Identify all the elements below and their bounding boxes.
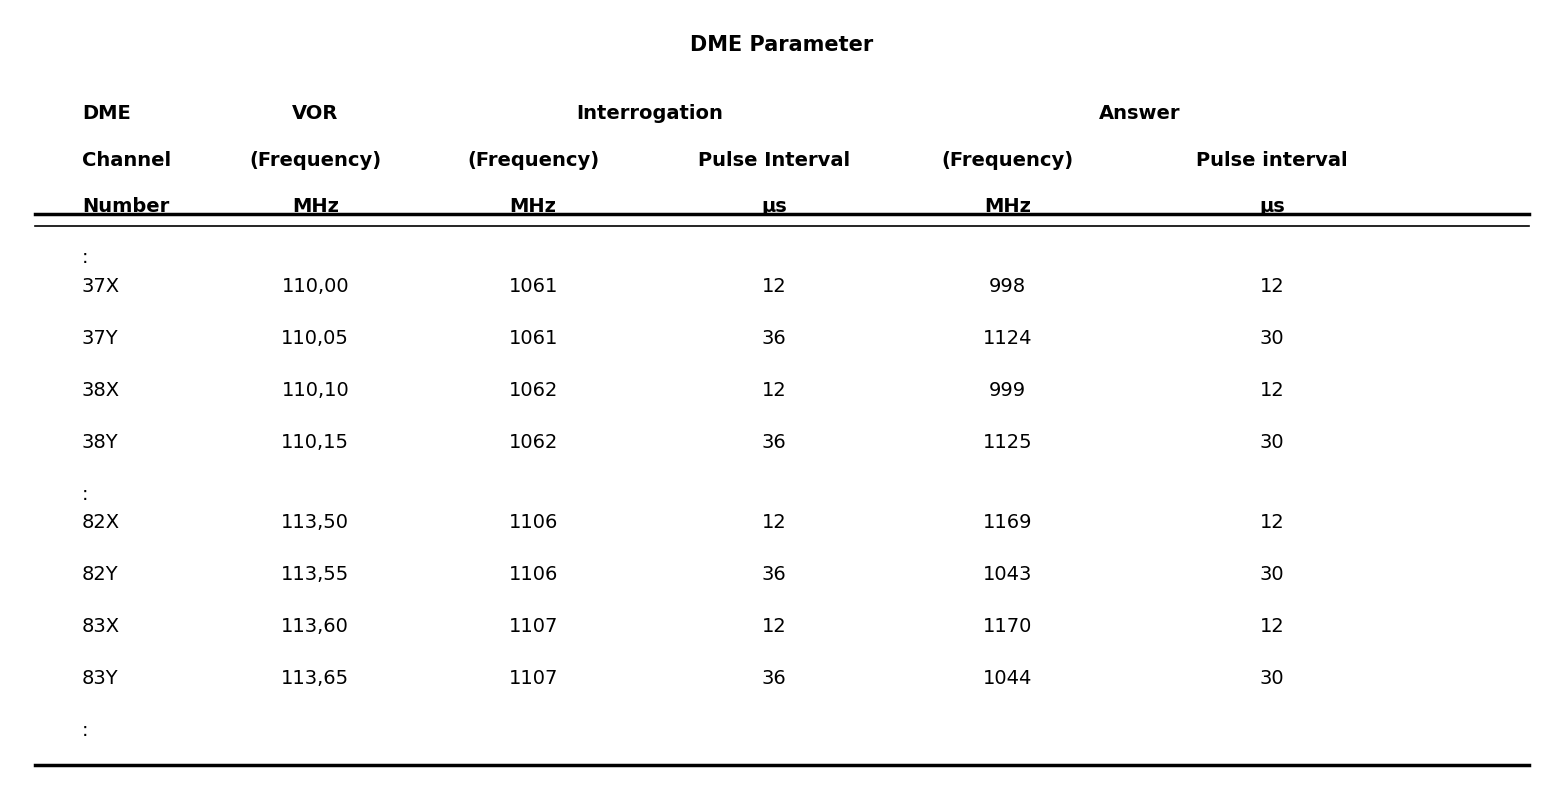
Text: 30: 30 [1259,329,1284,347]
Text: MHz: MHz [292,197,339,216]
Text: 1062: 1062 [508,432,558,452]
Text: 30: 30 [1259,669,1284,688]
Text: Pulse interval: Pulse interval [1196,150,1348,170]
Text: 1106: 1106 [508,565,558,584]
Text: 1043: 1043 [982,565,1032,584]
Text: 12: 12 [762,276,787,296]
Text: 37Y: 37Y [81,329,119,347]
Text: 36: 36 [762,669,787,688]
Text: 1124: 1124 [982,329,1032,347]
Text: 83Y: 83Y [81,669,119,688]
Text: Pulse Interval: Pulse Interval [698,150,851,170]
Text: 12: 12 [762,513,787,532]
Text: 998: 998 [988,276,1026,296]
Text: 36: 36 [762,565,787,584]
Text: Answer: Answer [1099,104,1181,123]
Text: :: : [81,248,89,267]
Text: 36: 36 [762,329,787,347]
Text: 113,50: 113,50 [282,513,349,532]
Text: 30: 30 [1259,432,1284,452]
Text: 38X: 38X [81,381,120,400]
Text: :: : [81,485,89,503]
Text: 30: 30 [1259,565,1284,584]
Text: (Frequency): (Frequency) [249,150,382,170]
Text: 1170: 1170 [982,617,1032,636]
Text: 1107: 1107 [508,617,558,636]
Text: 12: 12 [1259,381,1284,400]
Text: DME: DME [81,104,131,123]
Text: 37X: 37X [81,276,120,296]
Text: 1169: 1169 [982,513,1032,532]
Text: 1062: 1062 [508,381,558,400]
Text: 12: 12 [762,617,787,636]
Text: DME Parameter: DME Parameter [690,35,874,55]
Text: 38Y: 38Y [81,432,119,452]
Text: 999: 999 [988,381,1026,400]
Text: 113,60: 113,60 [282,617,349,636]
Text: 12: 12 [1259,276,1284,296]
Text: MHz: MHz [510,197,557,216]
Text: 110,10: 110,10 [282,381,349,400]
Text: 1044: 1044 [982,669,1032,688]
Text: 1106: 1106 [508,513,558,532]
Text: 36: 36 [762,432,787,452]
Text: 83X: 83X [81,617,120,636]
Text: μs: μs [762,197,787,216]
Text: MHz: MHz [984,197,1031,216]
Text: μs: μs [1259,197,1286,216]
Text: VOR: VOR [292,104,338,123]
Text: Number: Number [81,197,169,216]
Text: 82X: 82X [81,513,120,532]
Text: Channel: Channel [81,150,170,170]
Text: 1061: 1061 [508,329,558,347]
Text: (Frequency): (Frequency) [942,150,1073,170]
Text: 110,15: 110,15 [282,432,349,452]
Text: 12: 12 [1259,617,1284,636]
Text: 1125: 1125 [982,432,1032,452]
Text: 113,65: 113,65 [282,669,349,688]
Text: 1061: 1061 [508,276,558,296]
Text: 1107: 1107 [508,669,558,688]
Text: 12: 12 [1259,513,1284,532]
Text: :: : [81,721,89,740]
Text: 110,05: 110,05 [282,329,349,347]
Text: 113,55: 113,55 [282,565,349,584]
Text: (Frequency): (Frequency) [468,150,599,170]
Text: 82Y: 82Y [81,565,119,584]
Text: 110,00: 110,00 [282,276,349,296]
Text: 12: 12 [762,381,787,400]
Text: Interrogation: Interrogation [576,104,723,123]
